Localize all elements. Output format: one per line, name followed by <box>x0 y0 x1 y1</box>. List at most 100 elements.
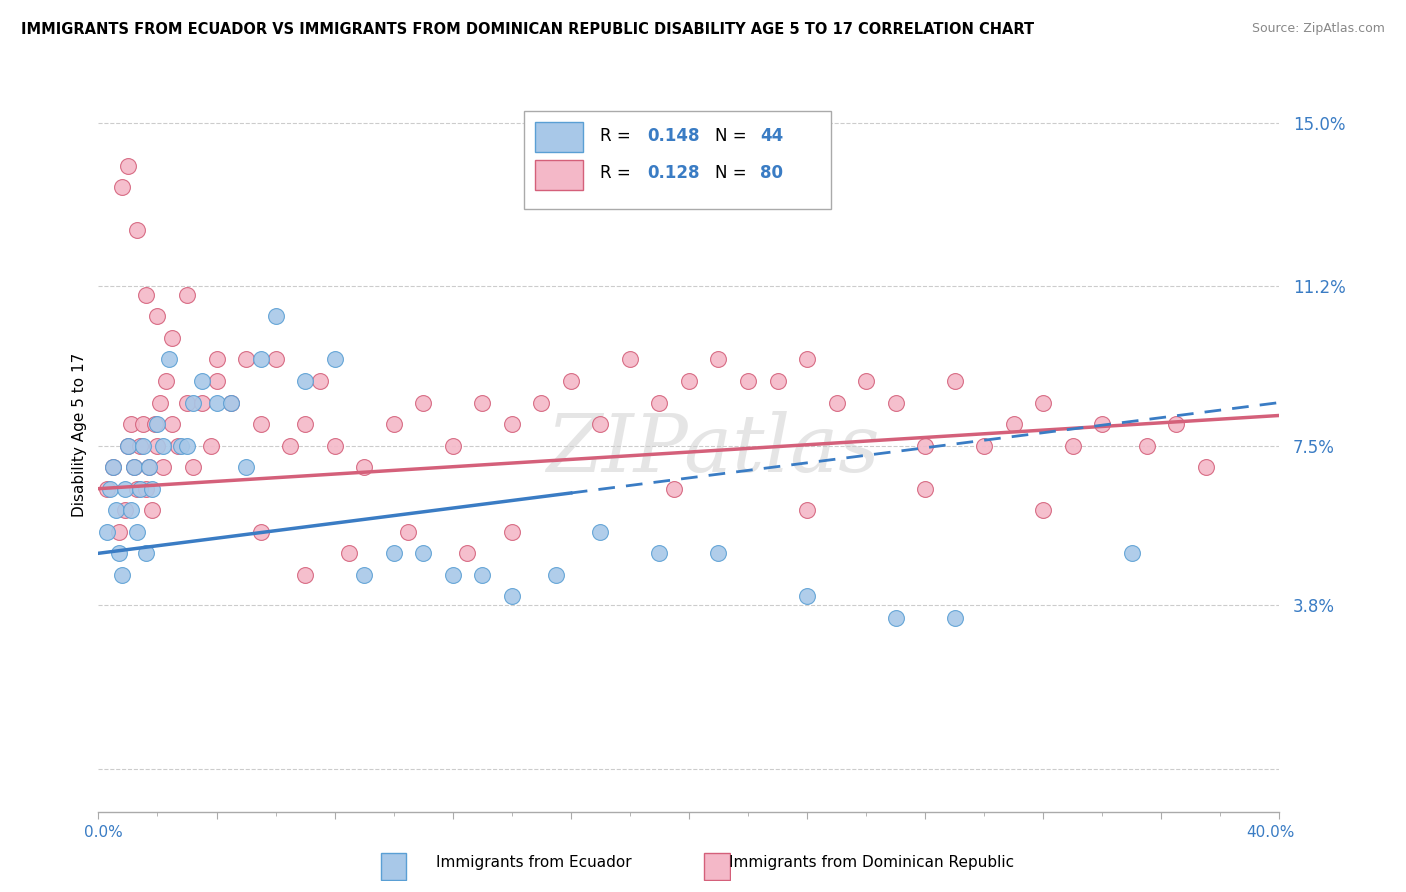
Point <box>353 567 375 582</box>
Point <box>205 374 228 388</box>
Point <box>114 482 136 496</box>
Point <box>884 611 907 625</box>
Point <box>122 460 145 475</box>
Point <box>181 395 204 409</box>
Point <box>135 546 157 560</box>
Point <box>353 460 375 475</box>
Point <box>707 546 730 560</box>
Point <box>120 503 142 517</box>
Point <box>117 439 139 453</box>
Point <box>170 439 193 453</box>
Point <box>825 395 848 409</box>
Point <box>162 331 183 345</box>
Point <box>103 460 125 475</box>
Point <box>441 567 464 582</box>
Point <box>96 482 118 496</box>
Point <box>103 460 125 475</box>
Point <box>796 503 818 517</box>
Point <box>117 439 139 453</box>
Point <box>294 567 316 582</box>
Point <box>125 223 148 237</box>
Point <box>664 482 686 496</box>
Text: 0.0%: 0.0% <box>84 824 122 839</box>
Point <box>162 417 183 431</box>
Point <box>471 567 494 582</box>
Point <box>1166 417 1188 431</box>
Point <box>943 374 966 388</box>
Point <box>501 417 523 431</box>
Point <box>157 352 180 367</box>
Point <box>546 567 568 582</box>
Point <box>457 546 479 560</box>
Point <box>501 524 523 539</box>
Point <box>589 524 612 539</box>
Point <box>181 460 204 475</box>
Point <box>855 374 877 388</box>
Point <box>128 439 150 453</box>
Point <box>766 374 789 388</box>
Point <box>1136 439 1159 453</box>
Point <box>128 482 150 496</box>
Point <box>143 417 166 431</box>
Point <box>149 395 172 409</box>
Point <box>135 482 157 496</box>
Point <box>339 546 361 560</box>
Point <box>412 546 434 560</box>
Bar <box>536 122 582 153</box>
Point <box>264 352 287 367</box>
Point <box>111 567 134 582</box>
FancyBboxPatch shape <box>523 111 831 209</box>
Point <box>114 503 136 517</box>
Point <box>250 524 273 539</box>
Point <box>167 439 190 453</box>
Text: IMMIGRANTS FROM ECUADOR VS IMMIGRANTS FROM DOMINICAN REPUBLIC DISABILITY AGE 5 T: IMMIGRANTS FROM ECUADOR VS IMMIGRANTS FR… <box>21 22 1035 37</box>
Point <box>191 374 214 388</box>
Point <box>191 395 214 409</box>
Point <box>152 460 174 475</box>
Point <box>96 524 118 539</box>
Text: Source: ZipAtlas.com: Source: ZipAtlas.com <box>1251 22 1385 36</box>
Point <box>264 310 287 324</box>
Point <box>135 288 157 302</box>
Point <box>323 439 346 453</box>
Y-axis label: Disability Age 5 to 17: Disability Age 5 to 17 <box>72 352 87 517</box>
Text: R =: R = <box>600 164 637 182</box>
Point <box>221 395 243 409</box>
Point <box>737 374 759 388</box>
Point <box>221 395 243 409</box>
Point <box>309 374 332 388</box>
Point <box>141 482 163 496</box>
Point <box>138 460 160 475</box>
Point <box>152 439 174 453</box>
Point <box>707 352 730 367</box>
Point <box>1195 460 1218 475</box>
Text: N =: N = <box>714 127 752 145</box>
Point <box>398 524 420 539</box>
Point <box>294 417 316 431</box>
Point <box>122 460 145 475</box>
Bar <box>536 160 582 190</box>
Point <box>1091 417 1114 431</box>
Point <box>796 352 818 367</box>
Point <box>111 180 134 194</box>
Point <box>200 439 222 453</box>
Point <box>250 352 273 367</box>
Point <box>678 374 700 388</box>
Point <box>412 395 434 409</box>
Point <box>382 417 405 431</box>
Point <box>235 352 257 367</box>
Point <box>138 460 160 475</box>
Text: R =: R = <box>600 127 637 145</box>
Point <box>914 482 936 496</box>
Text: 44: 44 <box>759 127 783 145</box>
Text: 0.128: 0.128 <box>648 164 700 182</box>
Point <box>1062 439 1084 453</box>
Point <box>1032 503 1054 517</box>
Text: 40.0%: 40.0% <box>1246 824 1295 839</box>
Point <box>132 439 155 453</box>
Point <box>560 374 582 388</box>
Point <box>125 482 148 496</box>
Point <box>250 417 273 431</box>
Point <box>146 417 169 431</box>
Point <box>619 352 641 367</box>
